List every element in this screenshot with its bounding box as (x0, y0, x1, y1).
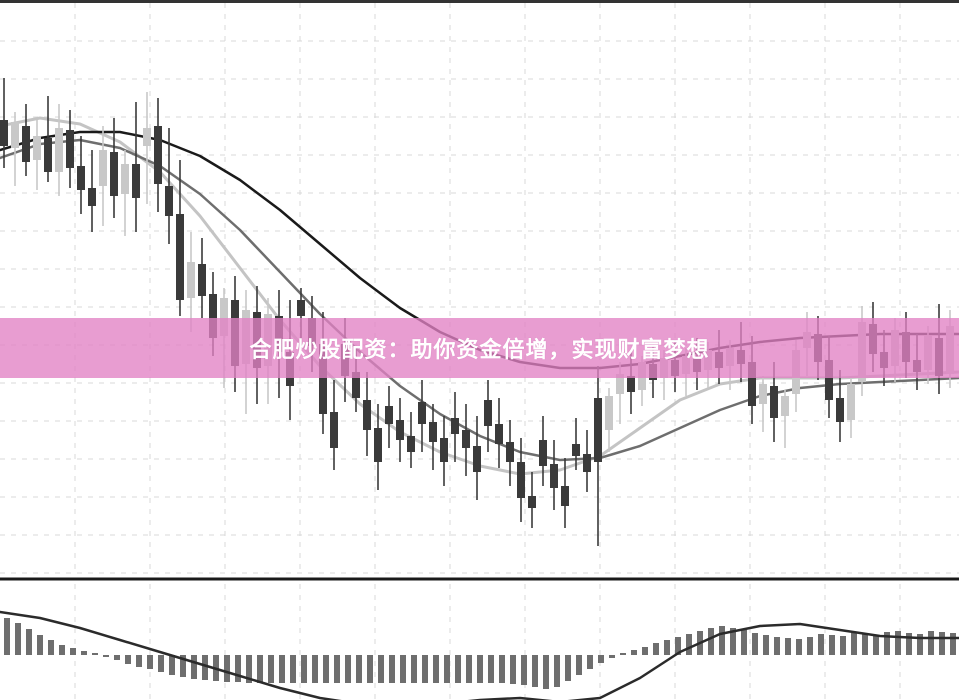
promo-banner-text: 合肥炒股配资：助你资金倍增，实现财富梦想 (249, 338, 710, 363)
macd-signal-line (0, 610, 959, 700)
promo-banner[interactable]: 合肥炒股配资：助你资金倍增，实现财富梦想 (0, 318, 959, 378)
